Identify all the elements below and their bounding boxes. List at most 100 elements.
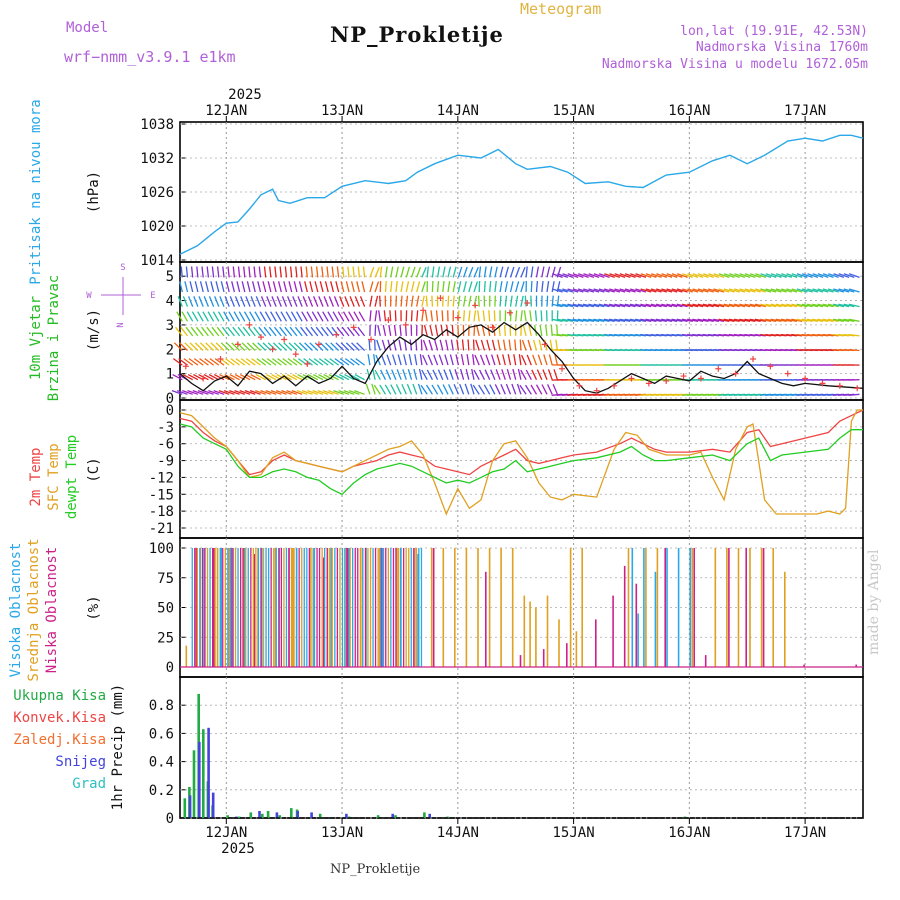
top-axis-date-label: 14JAN	[437, 103, 479, 119]
wind-barb-arrow	[343, 389, 355, 395]
bottom-axis-date-label: 16JAN	[668, 825, 710, 841]
wind-barb-arrow	[243, 311, 251, 322]
wind-barb-arrow	[403, 354, 407, 366]
wind-barb-arrow	[435, 310, 439, 322]
wind-barb-arrow	[483, 280, 486, 293]
wind-barb-arrow	[335, 342, 345, 351]
y-tick-label: 2	[166, 342, 174, 358]
wind-barb-arrow	[468, 310, 471, 322]
wind-barb-arrow	[330, 342, 340, 351]
wind-barb-arrow	[323, 296, 329, 307]
wind-barb-arrow	[640, 303, 652, 308]
wind-barb-arrow	[205, 342, 215, 351]
wind-barb-arrow	[765, 318, 777, 322]
wind-barb-arrow	[530, 384, 538, 395]
wind-barb-arrow	[282, 358, 293, 366]
bottom-axis-date-label: 12JAN	[205, 825, 247, 841]
wind-barb-arrow	[185, 266, 189, 278]
wind-barb-arrow	[328, 296, 335, 307]
wind-barb-arrow	[522, 325, 527, 337]
wind-barb-arrow	[843, 333, 855, 337]
wind-barb-arrow	[493, 310, 496, 322]
wind-barb-arrow	[215, 281, 220, 293]
wind-barb-arrow	[400, 266, 405, 278]
wind-barb-arrow	[338, 389, 350, 395]
wind-barb-arrow	[630, 273, 641, 279]
cloud-bar-mid	[523, 595, 526, 667]
wind-barb-arrow	[189, 281, 194, 293]
cloud-bar-overcast	[372, 548, 374, 667]
wind-gust-marker	[628, 375, 635, 382]
wind-barb-arrow	[184, 281, 189, 293]
wind-barb-arrow	[421, 281, 426, 293]
wind-barb-arrow	[655, 333, 667, 337]
y-tick-label: -9	[157, 454, 174, 470]
wind-barb-arrow	[718, 273, 730, 279]
wind-barb-arrow	[326, 266, 329, 278]
wind-barb-arrow	[624, 288, 636, 293]
cloud-bar-overcast	[265, 548, 267, 667]
wind-barb-arrow	[480, 339, 486, 351]
cloud-bar-overcast	[344, 548, 346, 667]
wind-barb-arrow	[692, 303, 704, 308]
wind-barb-arrow	[477, 295, 480, 307]
wind-barb-arrow	[457, 266, 463, 278]
cloud-unit-label: (%)	[86, 595, 102, 620]
wind-barb-arrow	[368, 339, 371, 351]
temperature-line-2m	[179, 409, 864, 476]
wind-barb-arrow	[310, 266, 314, 278]
wind-gust-marker	[836, 382, 843, 389]
wind-barb-arrow	[255, 296, 262, 307]
wind-barb-arrow	[272, 281, 277, 293]
wind-barb-arrow	[470, 383, 475, 395]
wind-barb-arrow	[433, 354, 439, 366]
wind-barb-arrow	[286, 389, 298, 395]
wind-barb-arrow	[817, 273, 829, 279]
cloud-bar-mid	[784, 571, 786, 667]
cloud-bar-overcast	[408, 548, 410, 667]
wind-gust-marker	[489, 324, 496, 331]
model-altitude: Nadmorska Visina u modelu 1672.05m	[601, 57, 868, 72]
wind-barb-arrow	[619, 288, 631, 293]
wind-barb-arrow	[229, 296, 236, 307]
wind-barb-arrow	[796, 288, 808, 293]
wind-barb-arrow	[791, 288, 803, 293]
wind-barb-arrow	[348, 389, 360, 395]
wind-barb-arrow	[428, 339, 434, 351]
wind-barb-arrow	[386, 354, 392, 366]
wind-barb-arrow	[373, 384, 381, 395]
wind-barb-arrow	[288, 281, 293, 293]
wind-barb-arrow	[395, 281, 398, 293]
wind-barb-arrow	[350, 358, 360, 366]
wind-gust-marker	[281, 336, 288, 343]
wind-barb-arrow	[509, 295, 513, 307]
cloud-bar-overcast	[306, 548, 308, 667]
wind-barb-arrow	[671, 303, 683, 308]
wind-barb-arrow	[812, 318, 824, 322]
wind-barb-arrow	[494, 281, 497, 293]
cloud-bar-low	[693, 548, 695, 667]
wind-barb-arrow	[744, 318, 756, 322]
wind-barb-arrow	[431, 295, 434, 307]
wind-barb-arrow	[318, 296, 324, 307]
wind-barb-arrow	[542, 369, 548, 380]
wind-barb-arrow	[546, 295, 549, 307]
wind-barb-arrow	[384, 280, 387, 293]
y-tick-label: 75	[157, 571, 174, 587]
cloud-bar-mid	[228, 548, 230, 667]
wind-barb-arrow	[666, 288, 678, 293]
wind-barb-arrow	[365, 383, 371, 395]
wind-barb-arrow	[344, 296, 350, 307]
cloud-bar-overcast	[214, 548, 216, 667]
wind-barb-arrow	[577, 318, 589, 322]
wind-barb-arrow	[246, 342, 256, 351]
wind-barb-arrow	[230, 358, 240, 366]
wind-barb-arrow	[467, 339, 470, 351]
y-tick-label: 25	[157, 630, 174, 646]
wind-barb-arrow	[547, 384, 553, 395]
wind-barb-arrow	[193, 296, 199, 307]
wind-barb-arrow	[760, 303, 772, 308]
wind-barb-arrow	[395, 384, 402, 395]
wind-barb-arrow	[562, 288, 574, 293]
wind-barb-arrow	[284, 326, 293, 337]
